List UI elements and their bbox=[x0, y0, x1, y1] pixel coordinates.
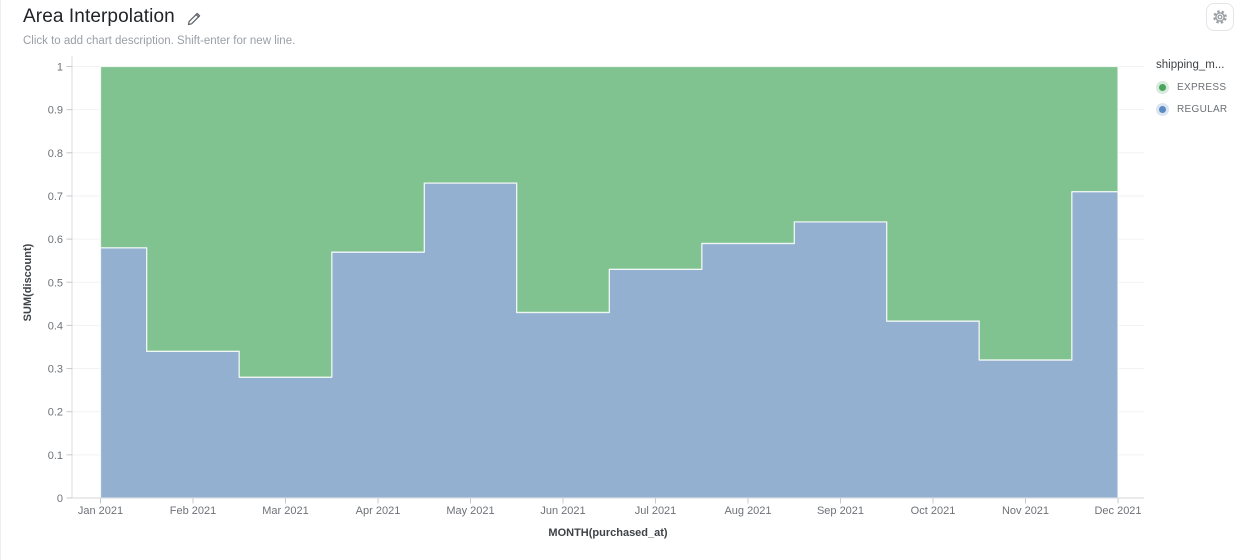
y-tick-label: 0.8 bbox=[48, 148, 63, 160]
y-tick-label: 0.4 bbox=[48, 320, 63, 332]
chart-title[interactable]: Area Interpolation bbox=[23, 6, 175, 27]
x-tick-label: Nov 2021 bbox=[1002, 505, 1049, 517]
chart-description-placeholder[interactable]: Click to add chart description. Shift-en… bbox=[23, 35, 296, 47]
y-tick-label: 0.5 bbox=[48, 277, 63, 289]
y-tick-label: 0 bbox=[57, 493, 63, 505]
legend-title: shipping_m... bbox=[1156, 59, 1225, 71]
legend-item-regular[interactable]: REGULAR bbox=[1156, 98, 1242, 120]
x-tick-label: Sep 2021 bbox=[817, 505, 864, 517]
settings-button[interactable] bbox=[1206, 3, 1234, 31]
legend-swatch bbox=[1156, 80, 1169, 94]
y-tick-label: 0.3 bbox=[48, 364, 63, 376]
x-axis-title: MONTH(purchased_at) bbox=[548, 527, 668, 539]
x-tick-label: Aug 2021 bbox=[724, 505, 771, 517]
x-tick-label: Feb 2021 bbox=[170, 505, 216, 517]
y-tick-label: 0.1 bbox=[48, 450, 63, 462]
legend-swatch bbox=[1156, 102, 1169, 116]
y-tick-label: 1 bbox=[57, 62, 63, 74]
x-tick-label: Apr 2021 bbox=[356, 505, 401, 517]
y-tick-label: 0.2 bbox=[48, 407, 63, 419]
y-axis-title: SUM(discount) bbox=[22, 243, 34, 322]
y-tick-label: 0.6 bbox=[48, 234, 63, 246]
chart-header: Area Interpolation bbox=[1, 0, 1244, 34]
legend-item-label: REGULAR bbox=[1177, 103, 1228, 115]
x-tick-label: Jul 2021 bbox=[635, 505, 677, 517]
y-tick-label: 0.9 bbox=[48, 105, 63, 117]
legend: shipping_m... EXPRESS REGULAR bbox=[1156, 59, 1242, 120]
x-tick-label: Jan 2021 bbox=[78, 505, 123, 517]
legend-item-express[interactable]: EXPRESS bbox=[1156, 76, 1242, 98]
gear-icon bbox=[1213, 10, 1227, 24]
x-tick-label: Dec 2021 bbox=[1094, 505, 1141, 517]
pencil-icon[interactable] bbox=[186, 11, 202, 27]
x-tick-label: Jun 2021 bbox=[540, 505, 585, 517]
x-tick-label: May 2021 bbox=[446, 505, 494, 517]
x-tick-label: Oct 2021 bbox=[911, 505, 956, 517]
area-express[interactable] bbox=[99, 65, 1119, 378]
y-tick-label: 0.7 bbox=[48, 191, 63, 203]
x-tick-label: Mar 2021 bbox=[262, 505, 308, 517]
legend-item-label: EXPRESS bbox=[1177, 81, 1227, 93]
